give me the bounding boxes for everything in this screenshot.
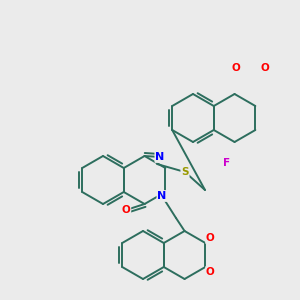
Text: O: O bbox=[206, 233, 215, 243]
Text: N: N bbox=[155, 152, 165, 162]
Text: F: F bbox=[224, 158, 231, 168]
Text: O: O bbox=[261, 63, 269, 73]
Text: S: S bbox=[181, 167, 189, 177]
Text: N: N bbox=[158, 191, 166, 201]
Text: O: O bbox=[206, 267, 215, 277]
Text: O: O bbox=[232, 63, 240, 73]
Text: O: O bbox=[122, 205, 130, 215]
